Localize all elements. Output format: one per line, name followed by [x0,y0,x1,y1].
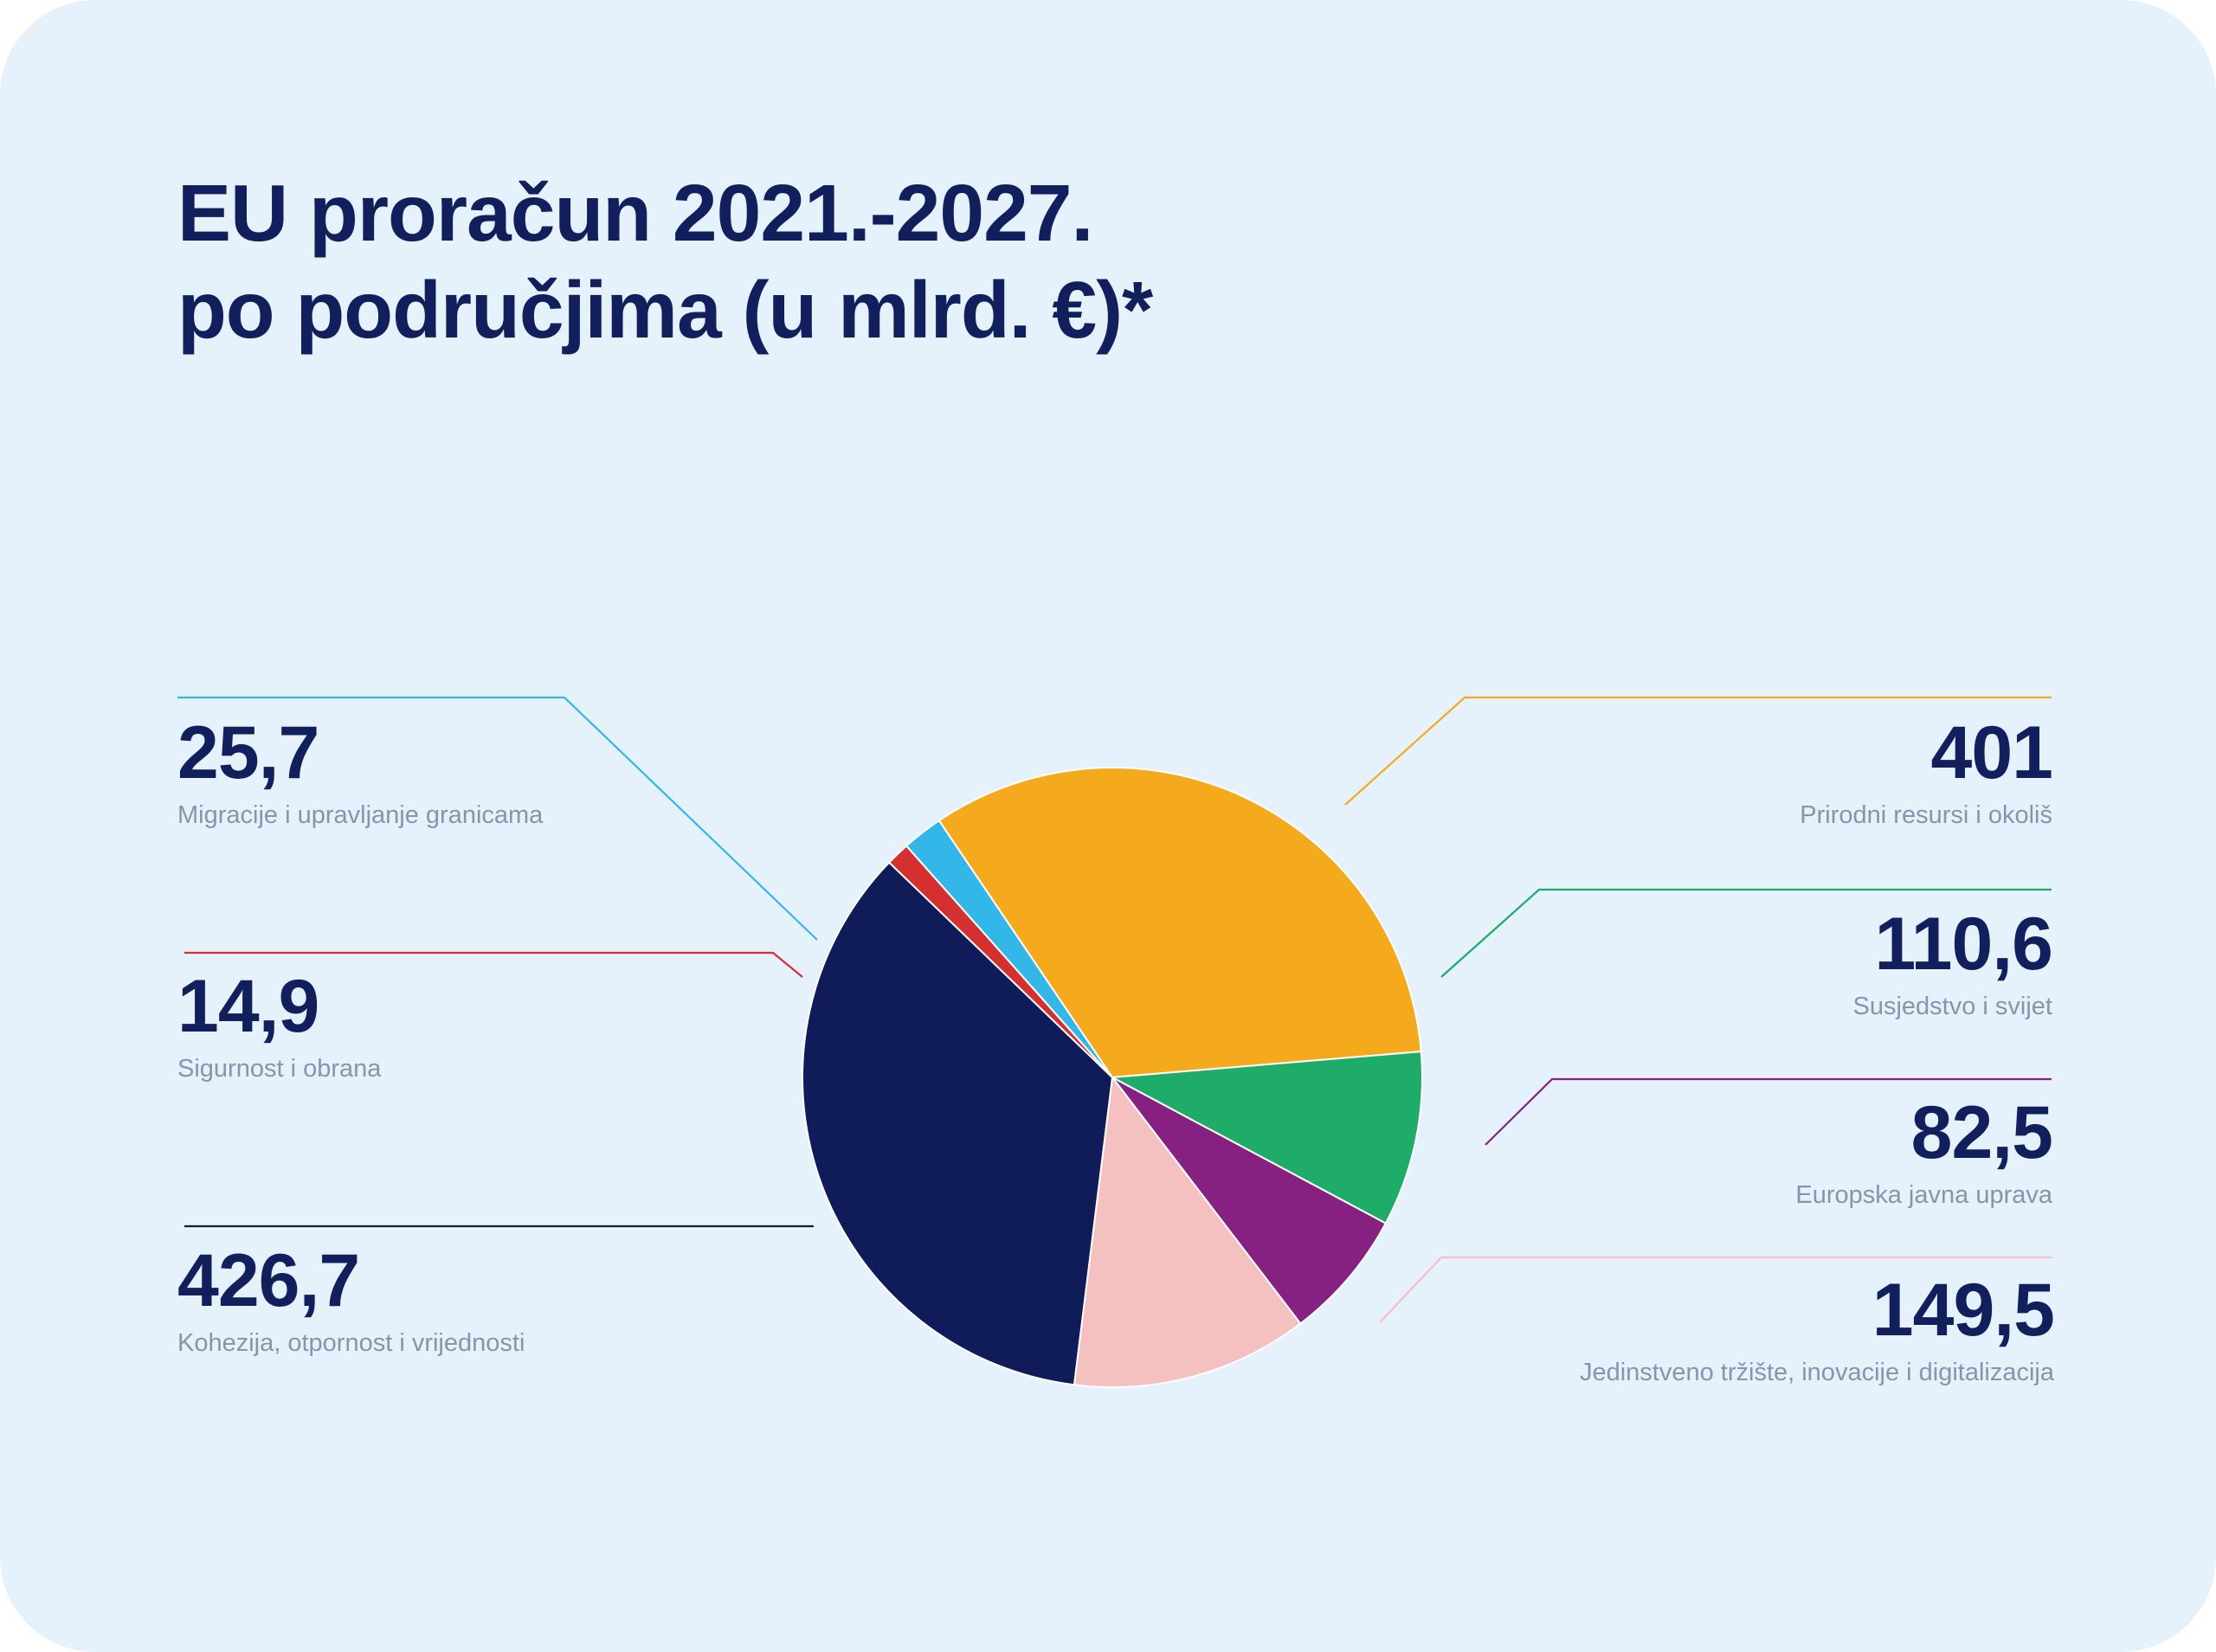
label-slice-4: 426,7 Kohezija, otpornost i vrijednosti [177,1239,922,1359]
pie-slice-susjedstvo-i-svijet [1111,1051,1423,1225]
name-migracije: Migracije i upravljanje granicama [177,801,544,829]
label-slice-3: 149,5 Jedinstveno tržište, inovacije i d… [1310,1269,2055,1388]
value-javna-uprava: 82,5 [1910,1091,2053,1174]
name-jedinstveno-trziste: Jedinstveno tržište, inovacije i digital… [1579,1359,2054,1386]
chart-title-line-1: EU proračun 2021.-2027. [177,168,1093,258]
value-susjedstvo: 110,6 [1874,903,2053,986]
label-slice-2: 82,5 Europska javna uprava [1308,1091,2053,1211]
name-kohezija: Kohezija, otpornost i vrijednosti [177,1329,525,1357]
label-slice-6: 25,7 Migracije i upravljanje granicama [177,711,922,831]
pie-slice-jedinstveno-trziste-inovacije-i-digitalizacija [1073,1077,1302,1388]
name-javna-uprava: Europska javna uprava [1795,1181,2052,1209]
leader-line-europska-javna-uprava [1485,1077,2052,1146]
name-sigurnost: Sigurnost i obrana [177,1055,382,1083]
value-kohezija: 426,7 [177,1239,360,1322]
value-migracije: 25,7 [177,711,319,794]
leader-line-jedinstveno-trziste-inovacije-i-digitalizacija [1379,1256,2052,1323]
chart-title-line-2: po područjima (u mlrd. €)* [177,265,1153,355]
name-susjedstvo: Susjedstvo i svijet [1852,993,2053,1020]
value-prirodni-resursi: 401 [1930,711,2054,794]
chart-title: EU proračun 2021.-2027. po područjima (u… [177,164,1153,358]
label-slice-1: 110,6 Susjedstvo i svijet [1308,903,2054,1022]
label-slice-5: 14,9 Sigurnost i obrana [177,965,922,1084]
name-prirodni-resursi: Prirodni resursi i okoliš [1800,801,2052,829]
leader-line-prirodni-resursi-i-okolis [1344,696,2052,806]
leader-line-sigurnost-i-obrana [184,951,803,978]
label-slice-0: 401 Prirodni resursi i okoliš [1308,711,2054,831]
pie-slice-prirodni-resursi-i-okolis [937,767,1422,1078]
leader-line-susjedstvo-i-svijet [1440,888,2052,978]
pie-slice-migracije-i-upravljanje-granicama [905,820,1113,1078]
value-jedinstveno-trziste: 149,5 [1871,1269,2055,1352]
value-sigurnost: 14,9 [177,965,319,1048]
leader-line-migracije-i-upravljanje-granicama [177,696,818,941]
pie-slice-europska-javna-uprava [1111,1077,1387,1325]
pie-slice-kohezija-otpornost-i-vrijednosti [802,861,1113,1386]
